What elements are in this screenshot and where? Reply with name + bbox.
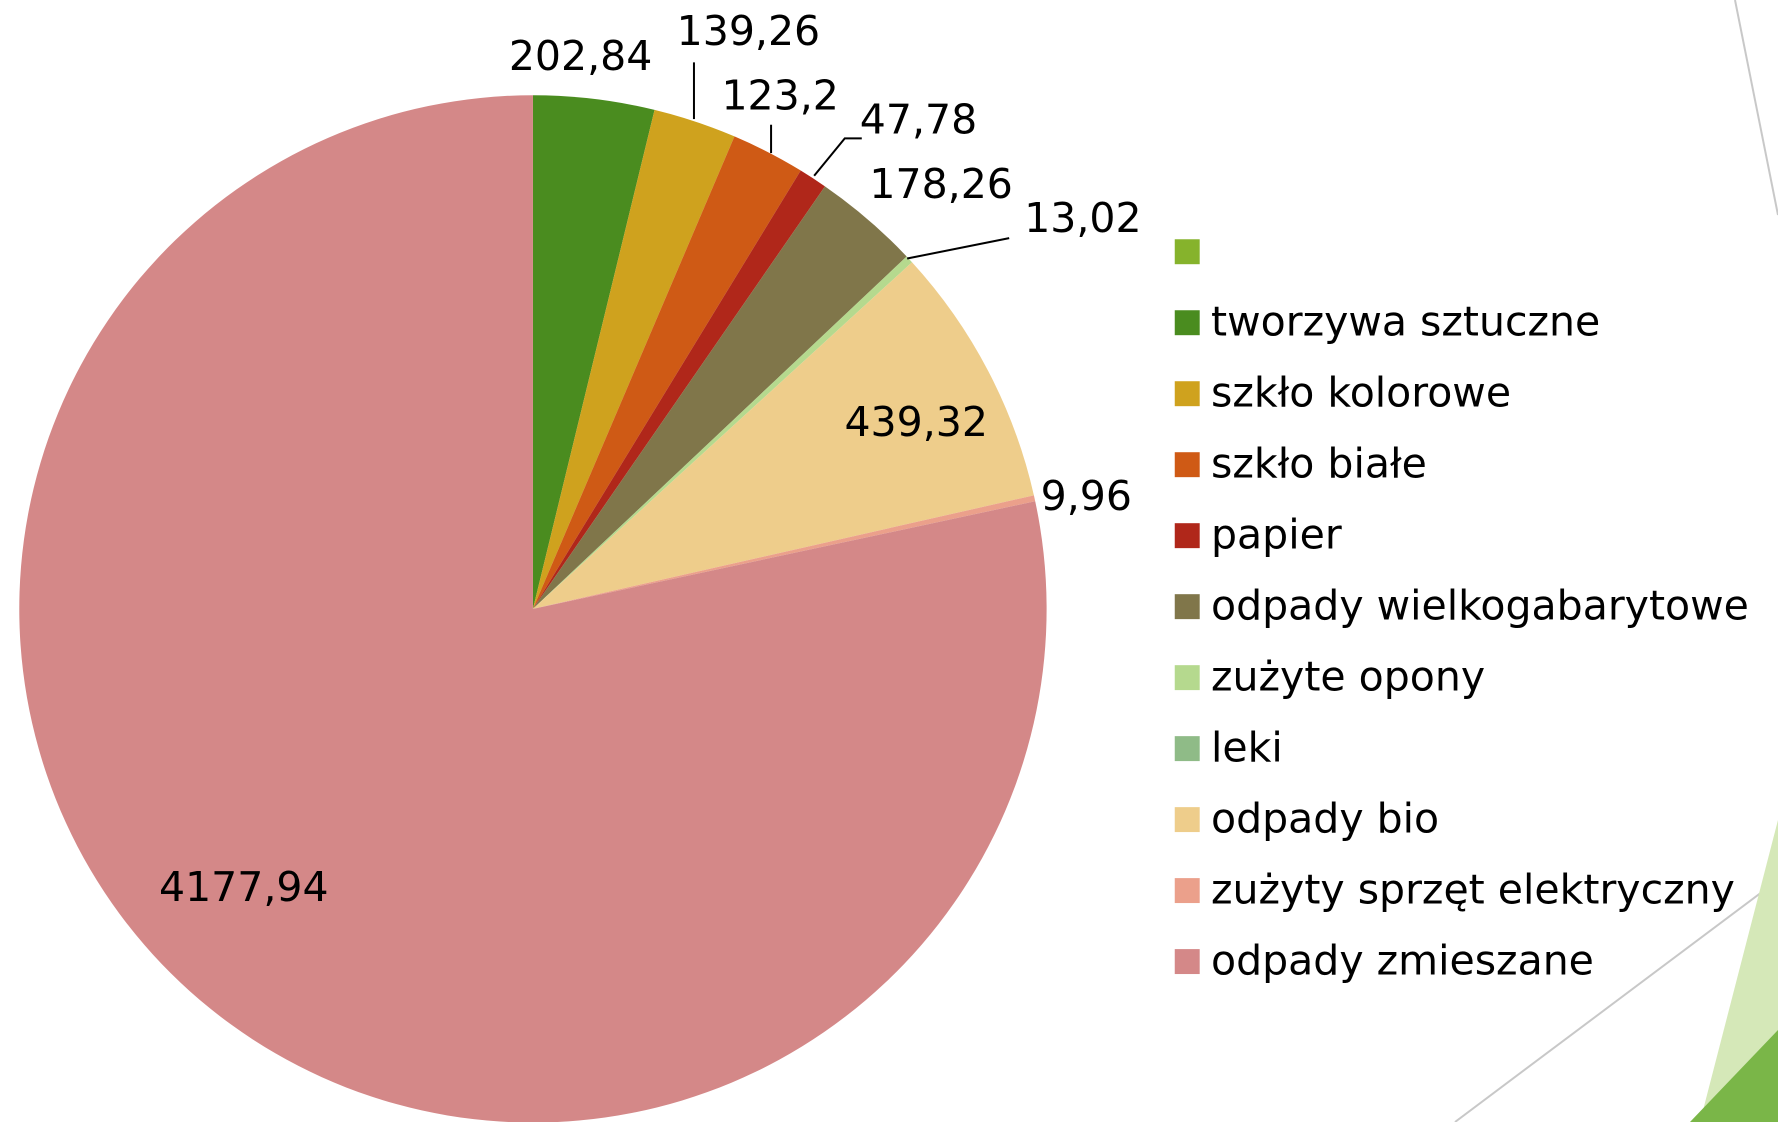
data-label: 47,78	[860, 95, 977, 143]
legend-swatch	[1174, 736, 1200, 762]
pie-slice	[532, 186, 907, 609]
pie-slice	[532, 262, 1034, 609]
legend-label: odpady zmieszane	[1211, 937, 1594, 985]
legend-label: odpady wielkogabarytowe	[1211, 582, 1749, 630]
data-label: 178,26	[869, 160, 1012, 208]
legend-swatch	[1174, 452, 1200, 478]
leader-line	[813, 137, 862, 177]
decor-line	[1734, 0, 1778, 216]
pie-slice	[532, 170, 825, 609]
data-label: 9,96	[1041, 472, 1132, 520]
pie-slice	[19, 95, 1047, 1122]
pie-slice	[532, 109, 735, 609]
legend-label: tworzywa sztuczne	[1211, 298, 1600, 346]
legend-swatch	[1174, 523, 1200, 549]
pie-slice	[532, 95, 655, 609]
data-label: 139,26	[677, 7, 820, 55]
leader-line	[906, 237, 1010, 260]
legend-swatch	[1174, 239, 1200, 265]
decor-line	[1454, 879, 1778, 1122]
legend-swatch	[1174, 878, 1200, 904]
legend-swatch	[1174, 310, 1200, 336]
legend-label: papier	[1211, 511, 1342, 559]
legend-swatch	[1174, 807, 1200, 833]
legend-label: szkło kolorowe	[1211, 369, 1511, 417]
pie-slice	[532, 136, 801, 609]
legend-swatch	[1174, 949, 1200, 975]
legend-label: zużyte opony	[1211, 653, 1485, 701]
data-label: 202,84	[509, 32, 652, 80]
decor-triangle	[1690, 1030, 1778, 1122]
legend-label: szkło białe	[1211, 440, 1427, 488]
data-label: 123,2	[721, 72, 838, 120]
legend-swatch	[1174, 594, 1200, 620]
decor-triangle	[1700, 820, 1778, 1122]
legend-label: leki	[1211, 724, 1283, 772]
legend-label: zużyty sprzęt elektryczny	[1211, 866, 1735, 914]
data-label: 13,02	[1024, 194, 1141, 242]
pie-slice	[532, 256, 913, 609]
legend-swatch	[1174, 381, 1200, 407]
data-label: 4177,94	[159, 863, 329, 911]
legend-label: odpady bio	[1211, 795, 1439, 843]
data-label: 439,32	[844, 398, 987, 446]
legend-swatch	[1174, 665, 1200, 691]
pie-slice	[532, 495, 1036, 609]
